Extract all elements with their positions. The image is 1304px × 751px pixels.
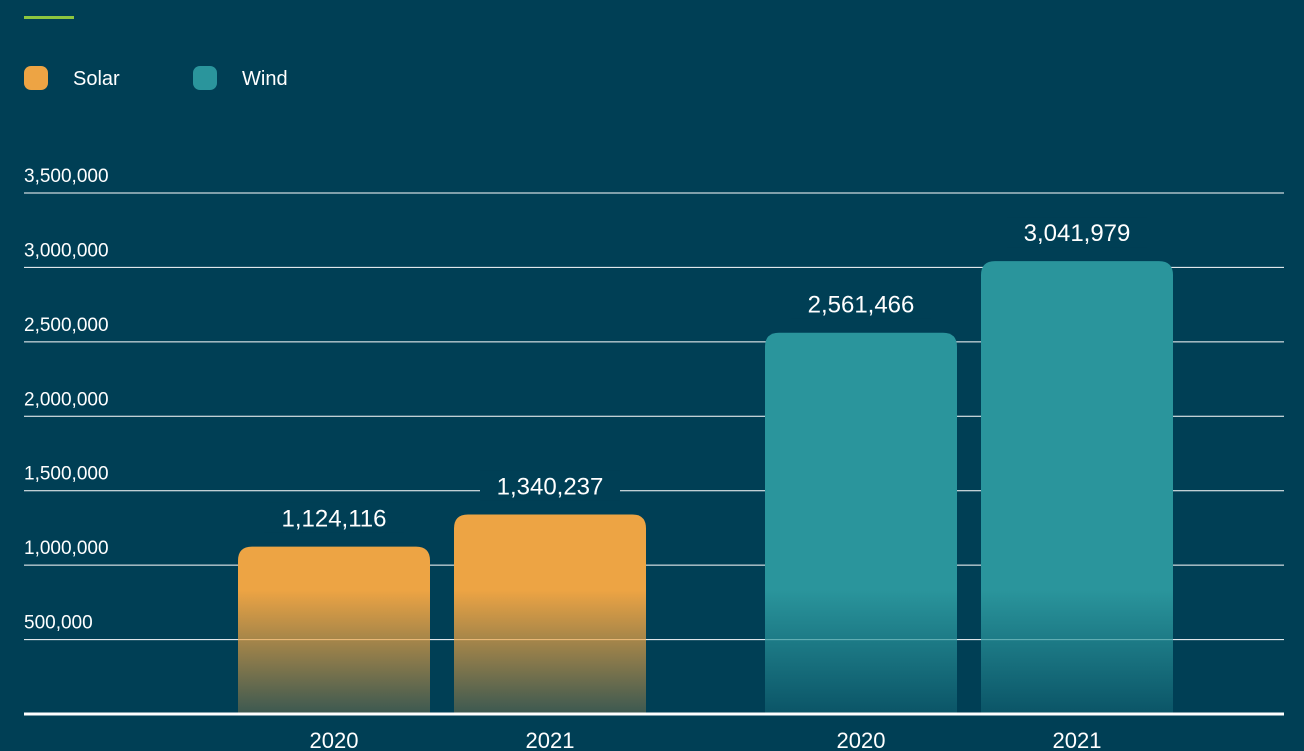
x-tick-label-wind-2020: 2020 (837, 728, 886, 751)
y-tick-label: 2,000,000 (24, 389, 109, 410)
bar-wind-2020 (765, 332, 957, 714)
bar-solar-2020 (238, 546, 430, 714)
y-tick-label: 500,000 (24, 613, 93, 634)
data-label-wind-2020: 2,561,466 (808, 292, 915, 319)
data-label-bg (1007, 217, 1147, 248)
gridlines: 500,000 1,000,000 1,500,000 2,000,000 2,500,… (24, 166, 1284, 641)
legend-label-solar: Solar (73, 68, 120, 90)
x-tick-label-solar-2020: 2020 (310, 728, 359, 751)
accent-rule (24, 16, 74, 19)
bar-solar-2021 (454, 514, 646, 714)
y-tick-label: 1,000,000 (24, 538, 109, 559)
x-tick-label-solar-2021: 2021 (526, 728, 575, 751)
x-axis: 2020 2021 2020 2021 (24, 712, 1284, 751)
data-label-solar-2020: 1,124,116 (282, 506, 387, 533)
data-label-solar-2021: 1,340,237 (497, 473, 604, 500)
bars (238, 261, 1173, 714)
legend-label-wind: Wind (242, 68, 288, 90)
y-tick-label: 3,000,000 (24, 240, 109, 261)
data-label-wind-2021: 3,041,979 (1024, 220, 1131, 247)
x-tick-label-wind-2021: 2021 (1053, 728, 1102, 751)
bar-wind-2021 (981, 261, 1173, 714)
legend-swatch-wind (193, 66, 217, 90)
data-labels: 1,124,116 1,340,237 2,561,466 3,041,979 (264, 217, 1147, 533)
y-tick-label: 1,500,000 (24, 464, 109, 485)
data-label-bg (791, 288, 931, 319)
data-label-bg (264, 502, 404, 533)
legend: Solar Wind (24, 66, 288, 90)
y-tick-label: 2,500,000 (24, 315, 109, 336)
legend-swatch-solar (24, 66, 48, 90)
y-tick-label: 3,500,000 (24, 166, 109, 187)
data-label-bg (480, 470, 620, 501)
